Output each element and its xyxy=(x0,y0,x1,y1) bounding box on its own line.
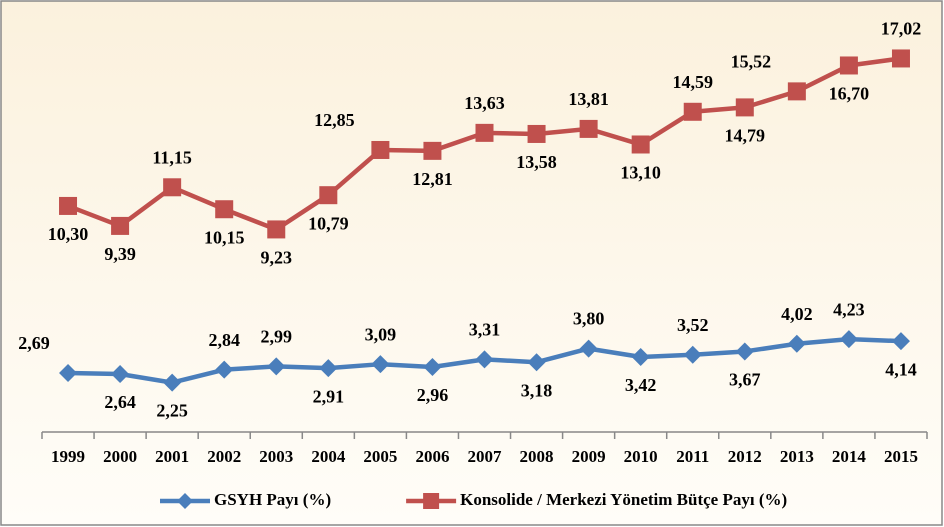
x-tick-label: 2014 xyxy=(832,447,867,466)
data-point xyxy=(527,353,546,372)
legend-label: GSYH Payı (%) xyxy=(214,490,331,509)
legend-marker xyxy=(423,493,440,509)
x-tick-label: 2004 xyxy=(311,447,346,466)
data-label: 3,80 xyxy=(573,309,605,329)
x-tick-label: 1999 xyxy=(51,447,85,466)
data-label: 10,15 xyxy=(204,227,245,247)
x-tick-label: 2003 xyxy=(259,447,293,466)
data-point xyxy=(111,216,130,235)
x-tick-label: 2002 xyxy=(207,447,241,466)
data-point xyxy=(787,82,806,101)
data-label: 3,67 xyxy=(729,370,761,390)
data-point xyxy=(579,119,598,138)
data-label: 12,81 xyxy=(412,169,453,189)
data-point xyxy=(891,49,910,68)
data-label: 4,14 xyxy=(885,359,917,379)
legend-marker xyxy=(177,493,193,509)
data-point xyxy=(111,365,130,384)
data-point xyxy=(631,347,650,366)
data-point xyxy=(839,330,858,349)
x-tick-label: 2000 xyxy=(103,447,137,466)
data-point xyxy=(319,359,338,378)
x-tick-label: 2006 xyxy=(415,447,449,466)
data-point xyxy=(735,342,754,361)
data-point xyxy=(371,355,390,374)
data-label: 3,09 xyxy=(365,324,397,344)
data-point xyxy=(475,123,494,142)
data-label: 4,23 xyxy=(833,299,865,319)
data-label: 9,39 xyxy=(104,244,136,264)
data-point xyxy=(215,200,234,219)
data-label: 13,63 xyxy=(464,93,505,113)
data-point xyxy=(423,358,442,377)
data-point xyxy=(423,141,442,160)
data-label: 15,52 xyxy=(731,52,772,72)
data-point xyxy=(163,178,182,197)
x-tick-label: 2010 xyxy=(624,447,658,466)
data-point xyxy=(59,363,78,382)
data-label: 2,99 xyxy=(261,327,293,347)
data-point xyxy=(787,334,806,353)
data-label: 13,58 xyxy=(516,152,557,172)
data-label: 2,69 xyxy=(18,333,50,353)
data-point xyxy=(839,56,858,75)
data-label: 3,42 xyxy=(625,375,657,395)
data-label: 2,25 xyxy=(156,401,188,421)
x-tick-label: 2008 xyxy=(520,447,554,466)
data-label: 3,52 xyxy=(677,315,709,335)
x-tick-label: 2012 xyxy=(728,447,762,466)
data-point xyxy=(735,98,754,117)
data-label: 14,59 xyxy=(672,72,713,92)
data-label: 10,30 xyxy=(48,224,89,244)
data-point xyxy=(683,102,702,121)
data-label: 14,79 xyxy=(725,126,766,146)
data-point xyxy=(371,140,390,159)
x-tick-label: 2015 xyxy=(884,447,918,466)
data-label: 17,02 xyxy=(881,19,922,39)
data-label: 12,85 xyxy=(314,110,355,130)
data-label: 13,81 xyxy=(568,89,609,109)
data-label: 13,10 xyxy=(620,163,661,183)
data-point xyxy=(475,350,494,369)
data-label: 4,02 xyxy=(781,304,813,324)
data-point xyxy=(683,345,702,364)
data-point xyxy=(319,186,338,205)
data-point xyxy=(59,196,78,215)
data-point xyxy=(163,373,182,392)
data-point xyxy=(579,339,598,358)
data-point xyxy=(267,220,286,239)
legend-label: Konsolide / Merkezi Yönetim Bütçe Payı (… xyxy=(460,490,787,509)
x-tick-label: 2005 xyxy=(363,447,397,466)
data-label: 11,15 xyxy=(152,147,192,167)
x-tick-label: 2011 xyxy=(676,447,709,466)
x-tick-label: 2013 xyxy=(780,447,814,466)
data-point xyxy=(267,357,286,376)
data-label: 3,31 xyxy=(469,319,501,339)
x-tick-label: 2001 xyxy=(155,447,189,466)
data-point xyxy=(527,124,546,143)
data-point xyxy=(631,135,650,154)
x-tick-label: 2007 xyxy=(468,447,503,466)
data-label: 9,23 xyxy=(261,248,293,268)
x-tick-label: 2009 xyxy=(572,447,606,466)
data-label: 2,96 xyxy=(417,385,449,405)
data-label: 2,91 xyxy=(313,386,345,406)
data-point xyxy=(215,360,234,379)
data-label: 2,64 xyxy=(104,392,136,412)
data-label: 3,18 xyxy=(521,380,553,400)
data-label: 10,79 xyxy=(308,213,349,233)
data-label: 16,70 xyxy=(829,84,870,104)
data-point xyxy=(891,332,910,351)
data-label: 2,84 xyxy=(208,330,240,350)
